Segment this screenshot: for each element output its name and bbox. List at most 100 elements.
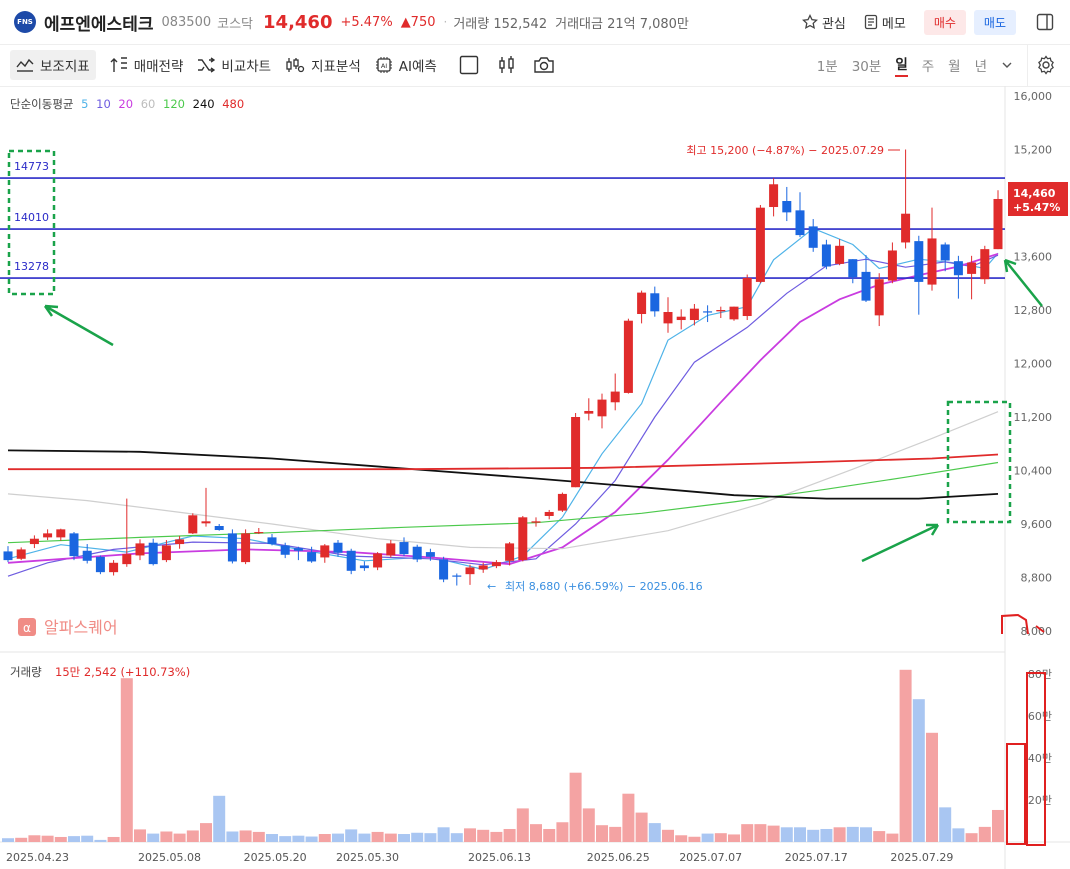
candle-body [439,559,449,580]
candle-body [82,550,92,561]
candle-body [861,271,871,301]
volume-bar [860,827,872,842]
candle-body [874,279,884,316]
candle-body [689,308,699,321]
ma-legend: 단순이동평균 5 10 20 60 120 240 480 [10,97,244,111]
volume-bar [305,836,318,842]
candle [399,537,409,557]
company-logo: FNS [14,11,36,33]
ma-120-label: 120 [163,97,185,111]
red-scribble [1001,613,1045,635]
volume-bar [582,808,595,842]
y-tick-label: 16,000 [1014,90,1053,103]
candle [3,546,13,563]
candle [584,398,594,421]
volume-bar [266,834,278,842]
ma-20-label: 20 [118,97,133,111]
period-month[interactable]: 월 [948,59,961,75]
candle [109,560,119,576]
candle-body [544,511,554,516]
x-tick-label: 2025.04.23 [6,851,69,864]
volume-bar [94,839,107,842]
candle [320,544,330,563]
ma-line-240 [7,449,999,500]
candle-body [953,261,963,276]
volume-bar [596,825,608,842]
analysis-button[interactable]: 지표분석 [285,55,361,75]
candle-body [95,556,105,573]
green-arrow-right [1003,258,1043,307]
volume-bar [292,835,305,842]
indicators-button[interactable]: 보조지표 [10,50,96,80]
volume-bar [345,829,358,842]
ai-predict-button[interactable]: AI AI예측 [375,55,437,75]
gear-icon[interactable] [1036,55,1056,75]
ma-10-label: 10 [96,97,111,111]
watchlist-button[interactable]: 관심 [801,13,846,32]
shuffle-icon [198,57,216,73]
svg-text:α: α [23,621,31,635]
candle [874,273,884,327]
memo-button[interactable]: 메모 [864,13,906,32]
x-tick-label: 2025.07.07 [679,851,742,864]
analysis-label: 지표분석 [311,59,361,75]
volume-bar [279,836,292,842]
volume-bar [833,827,846,842]
volume-bar [411,832,424,842]
candle-body [56,529,66,538]
candle-body [848,259,858,278]
volume-bar [939,807,952,842]
volume-bar [239,830,252,842]
candle [95,555,105,575]
candle-type-icon[interactable] [497,55,517,75]
candle [293,546,303,561]
ma-line-10 [7,254,999,577]
watch-label: 관심 [821,16,846,32]
candle [43,529,53,541]
candle-body [241,533,251,563]
candle [452,573,462,586]
y-tick-label: 15,200 [1014,144,1053,157]
candle-body [425,552,435,557]
volume-bar [873,831,886,842]
candle-body [769,184,779,208]
buy-button[interactable]: 매수 [923,9,966,35]
volume-bar [992,809,1004,842]
candle [359,561,369,571]
ma-240-label: 240 [193,97,215,111]
period-week[interactable]: 주 [921,59,935,75]
candle-body [927,238,937,285]
period-1min[interactable]: 1분 [816,59,838,75]
x-tick-label: 2025.07.17 [785,851,848,864]
volume-bar [134,829,146,842]
candle-body [161,545,171,561]
volume-bar [846,826,859,842]
volume-bar [767,825,780,842]
y-tick-label: 12,000 [1014,358,1053,371]
period-30min[interactable]: 30분 [851,59,882,75]
candle-body [135,543,145,556]
candle [610,373,620,411]
strategy-button[interactable]: 매매전략 [110,55,183,75]
sell-button[interactable]: 매도 [973,9,1016,35]
panel-toggle-icon[interactable] [1036,13,1054,31]
period-year[interactable]: 년 [974,59,987,75]
svg-text:알파스퀘어: 알파스퀘어 [44,618,118,637]
candle-body [69,533,79,557]
red-box-volume-outer [1006,743,1026,845]
period-day[interactable]: 일 [895,53,908,77]
candle [175,536,185,549]
volume-bar [714,833,727,842]
compare-button[interactable]: 비교차트 [197,55,271,75]
square-draw-icon[interactable] [459,55,479,75]
volume-bar [15,837,28,842]
camera-icon[interactable] [533,56,555,74]
candle-body [835,245,845,264]
chevron-down-icon[interactable] [1001,60,1013,70]
ma-line-20 [7,252,999,566]
candle-body [373,553,383,568]
candle [227,529,237,564]
candle-body [320,545,330,558]
candle-body [188,515,198,534]
